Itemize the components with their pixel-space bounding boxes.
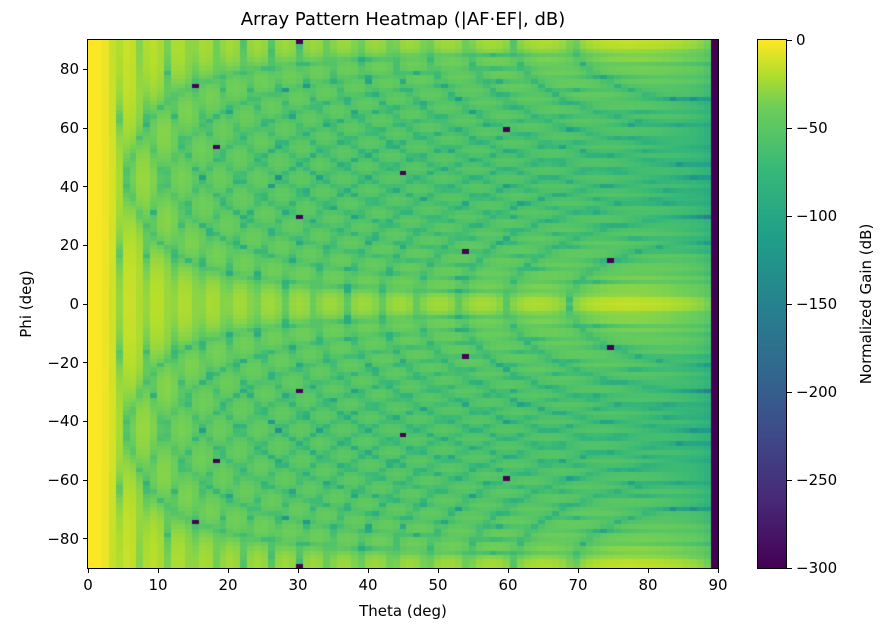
y-tick-label: 60 — [59, 119, 79, 137]
colorbar-tick-mark — [786, 39, 792, 41]
y-tick-label: 80 — [59, 60, 79, 79]
chart-title: Array Pattern Heatmap (|AF·EF|, dB) — [240, 9, 566, 30]
y-tick-mark — [83, 68, 88, 70]
x-tick-label: 90 — [708, 576, 728, 594]
y-tick-mark — [83, 479, 88, 481]
y-tick-label: −20 — [47, 353, 79, 372]
colorbar-tick-mark — [786, 303, 792, 305]
x-tick-mark — [717, 568, 719, 573]
y-tick-mark — [83, 538, 88, 540]
colorbar-tick-label: −100 — [796, 207, 838, 225]
y-tick-label: −60 — [47, 471, 79, 489]
x-tick-mark — [367, 568, 369, 573]
y-tick-label: 20 — [59, 236, 79, 255]
colorbar-tick-label: −300 — [796, 559, 838, 577]
colorbar-tick-label: −50 — [796, 119, 828, 137]
y-tick-mark — [83, 420, 88, 422]
colorbar-tick-mark — [786, 567, 792, 569]
x-tick-label: 80 — [638, 576, 658, 594]
colorbar-canvas — [758, 40, 786, 568]
y-tick-label: −80 — [47, 529, 79, 548]
x-tick-label: 30 — [288, 576, 308, 594]
y-tick-mark — [83, 303, 88, 305]
x-tick-label: 40 — [358, 576, 378, 594]
heatmap-canvas — [88, 40, 718, 568]
x-tick-label: 10 — [148, 576, 168, 594]
x-tick-label: 70 — [568, 576, 588, 594]
x-tick-mark — [647, 568, 649, 573]
colorbar-tick-label: −150 — [796, 295, 838, 313]
colorbar-tick-mark — [786, 479, 792, 481]
y-tick-mark — [83, 127, 88, 129]
x-tick-label: 0 — [83, 576, 93, 594]
x-axis-label: Theta (deg) — [359, 602, 447, 620]
y-tick-mark — [83, 244, 88, 246]
x-tick-label: 20 — [218, 576, 238, 594]
x-tick-label: 60 — [498, 576, 518, 594]
colorbar-tick-label: −250 — [796, 471, 838, 489]
y-tick-mark — [83, 362, 88, 364]
x-tick-mark — [437, 568, 439, 573]
y-tick-label: 40 — [59, 177, 79, 196]
y-tick-label: 0 — [69, 295, 79, 313]
x-tick-mark — [297, 568, 299, 573]
x-tick-label: 50 — [428, 576, 448, 594]
x-tick-mark — [87, 568, 89, 573]
x-tick-mark — [227, 568, 229, 573]
colorbar-tick-mark — [786, 127, 792, 129]
x-tick-mark — [157, 568, 159, 573]
y-tick-label: −40 — [47, 412, 79, 431]
colorbar-tick-label: −200 — [796, 383, 838, 401]
colorbar-tick-label: 0 — [796, 31, 806, 49]
y-axis-label: Phi (deg) — [17, 270, 35, 338]
colorbar-tick-mark — [786, 391, 792, 393]
x-tick-mark — [577, 568, 579, 573]
y-tick-mark — [83, 186, 88, 188]
colorbar-label: Normalized Gain (dB) — [857, 223, 875, 385]
x-tick-mark — [507, 568, 509, 573]
colorbar-tick-mark — [786, 215, 792, 217]
